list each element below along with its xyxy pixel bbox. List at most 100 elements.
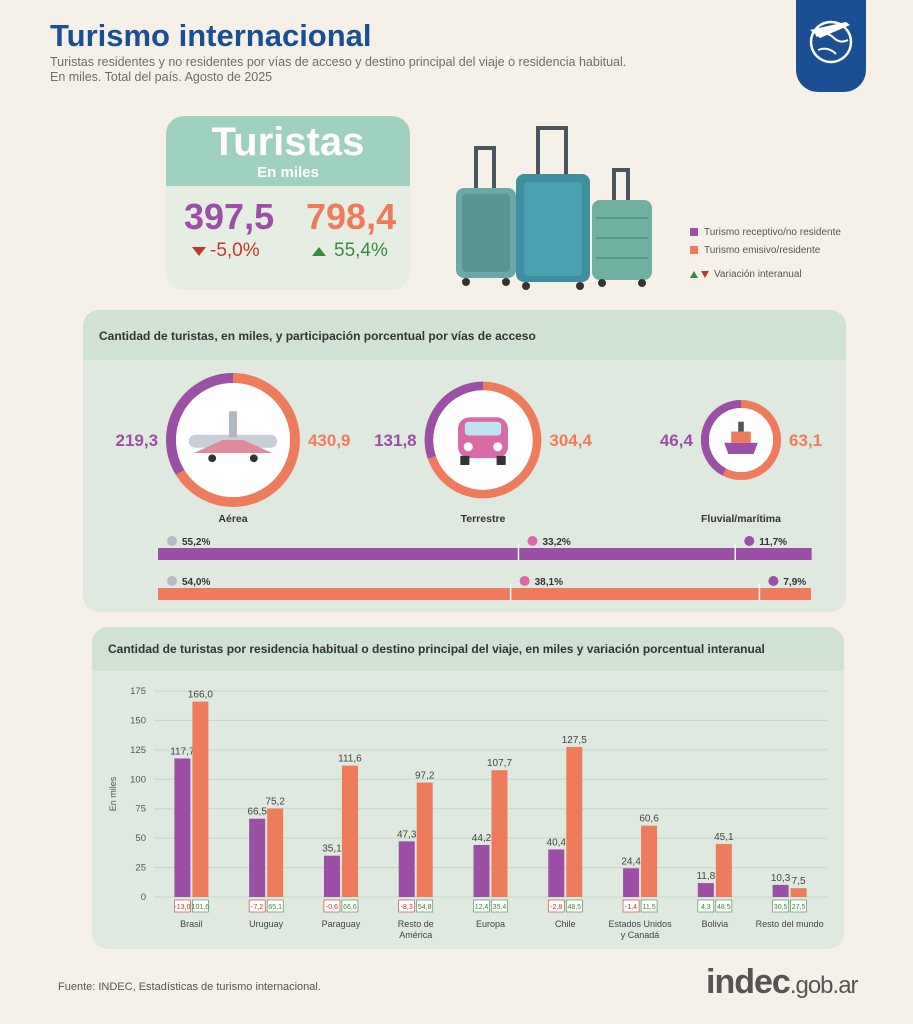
y-tick-label: 75 [135, 804, 146, 815]
destination-panel-title: Cantidad de turistas por residencia habi… [92, 627, 844, 671]
bar-emisivo [641, 825, 658, 897]
legend-item-receptivo: Turismo receptivo/no residente [690, 225, 841, 239]
ring-label: Fluvial/marítima [701, 513, 781, 525]
tourists-kpi-card: Turistas En miles 397,5 798,4 -5,0% 55,4… [166, 116, 410, 290]
variation-box [266, 899, 284, 913]
globe-plane-logo [796, 0, 866, 92]
bar-emisivo [715, 843, 732, 897]
x-tick-label: Bolivia [702, 919, 729, 929]
x-tick-label: y Canadá [621, 930, 660, 940]
x-tick-label: Resto de [398, 919, 434, 929]
x-tick-label: América [399, 930, 432, 940]
bar-value-label: 35,1 [322, 844, 342, 855]
suitcase-right-icon [592, 168, 652, 287]
bar-receptivo [323, 855, 340, 897]
x-tick-label: Brasil [180, 919, 203, 929]
bar-value-label: 66,5 [247, 807, 267, 818]
y-tick-label: 100 [130, 774, 146, 785]
airplane-icon [167, 536, 177, 546]
bar-value-label: 97,2 [415, 771, 435, 782]
ship-icon [768, 576, 779, 586]
variation-label: -2,8 [550, 904, 562, 911]
variation-box [323, 899, 341, 913]
variation-label: 30,5 [774, 904, 788, 911]
category-group: 11,8 4,3 45,1 48,5 Bolivia [696, 832, 734, 929]
variation-box [715, 899, 733, 913]
variation-label: 48,5 [567, 904, 581, 911]
page-subtitle: Turistas residentes y no residentes por … [50, 55, 750, 85]
indec-logo-suffix: .gob.ar [789, 972, 859, 999]
kpi-receptivo-variation: -5,0% [210, 240, 260, 261]
variation-box [640, 899, 658, 913]
variation-box [416, 899, 434, 913]
x-tick-label: Resto del mundo [756, 919, 824, 929]
ring-emisivo-value: 63,1 [789, 431, 822, 450]
bar-value-label: 107,7 [487, 758, 512, 769]
bar-value-label: 127,5 [562, 735, 587, 746]
variation-label: -8,3 [401, 904, 413, 911]
bar-emisivo [790, 888, 807, 897]
variation-label: 65,1 [268, 904, 282, 911]
indec-logo: indec.gob.ar [706, 963, 859, 1002]
globe-plane-icon [809, 20, 853, 64]
variation-box [790, 899, 807, 913]
kpi-title: Turistas [211, 120, 365, 164]
suitcases-illustration [456, 126, 652, 290]
variation-box [473, 899, 490, 913]
variation-box [491, 899, 508, 913]
subtitle-line-1: Turistas residentes y no residentes por … [50, 55, 627, 69]
variation-label: 35,4 [493, 904, 507, 911]
airplane-icon [167, 576, 177, 586]
bar-receptivo [174, 758, 191, 897]
bar-receptivo [398, 841, 415, 897]
x-tick-label: Uruguay [249, 919, 284, 929]
ring-label: Terrestre [461, 513, 506, 525]
triangle-down-icon [192, 247, 206, 256]
source-note: Fuente: INDEC, Estadísticas de turismo i… [58, 981, 321, 993]
ring-terrestre: 131,8 304,4 Terrestre [374, 381, 592, 525]
ring-emisivo-value: 430,9 [308, 431, 351, 450]
legend-label-emisivo: Turismo emisivo/residente [704, 244, 821, 256]
bar-value-label: 75,2 [265, 796, 285, 807]
variation-label: 101,6 [192, 904, 210, 911]
airplane-icon [188, 411, 278, 463]
share-bar-emisivo: 54,0% 38,1% 7,9% [158, 576, 811, 600]
legend: Turismo receptivo/no residente Turismo e… [690, 225, 841, 281]
bar-value-label: 45,1 [714, 832, 734, 843]
share-bar-segment [158, 548, 519, 560]
variation-box [174, 899, 191, 913]
bar-emisivo [416, 782, 433, 897]
kpi-header [166, 116, 410, 186]
ring-receptivo-value: 46,4 [660, 431, 694, 450]
legend-item-variacion: Variación interanual [690, 267, 841, 281]
variation-box [772, 899, 789, 913]
bar-receptivo [473, 844, 490, 897]
variation-box [248, 899, 266, 913]
variation-label: -0,6 [326, 904, 338, 911]
share-label: 54,0% [182, 577, 210, 588]
variation-label: 11,5 [643, 904, 656, 911]
category-group: 10,3 30,5 7,5 27,5 Resto del mundo [756, 873, 824, 929]
x-tick-label: Paraguay [322, 919, 361, 929]
x-tick-label: Europa [476, 919, 505, 929]
y-tick-label: 150 [130, 715, 146, 726]
bar-value-label: 60,6 [639, 814, 659, 825]
ring-area: 219,3 430,9 Aérea [115, 373, 351, 525]
page-title: Turismo internacional [50, 18, 372, 53]
kpi-receptivo-value: 397,5 [184, 196, 275, 237]
ring-fluvialmartima: 46,4 63,1 Fluvial/marítima [660, 399, 822, 525]
y-tick-label: 25 [135, 863, 146, 874]
y-tick-label: 0 [141, 892, 146, 903]
share-label: 7,9% [783, 577, 806, 588]
x-tick-label: Chile [555, 919, 576, 929]
category-group: 66,5 -7,2 75,2 65,1 Uruguay [247, 796, 285, 929]
access-rings-chart: 219,3 430,9 Aérea 131,8 304,4 Terrestre 46,4 63… [115, 373, 822, 600]
ring-receptivo-arc [424, 381, 484, 459]
variation-box [697, 899, 715, 913]
bar-value-label: 111,6 [338, 754, 362, 765]
ring-receptivo-value: 131,8 [374, 431, 417, 450]
access-panel-title: Cantidad de turistas, en miles, y partic… [83, 310, 846, 360]
category-group: 44,2 12,4 107,7 35,4 Europa [472, 758, 513, 929]
kpi-emisivo-variation: 55,4% [334, 240, 388, 261]
